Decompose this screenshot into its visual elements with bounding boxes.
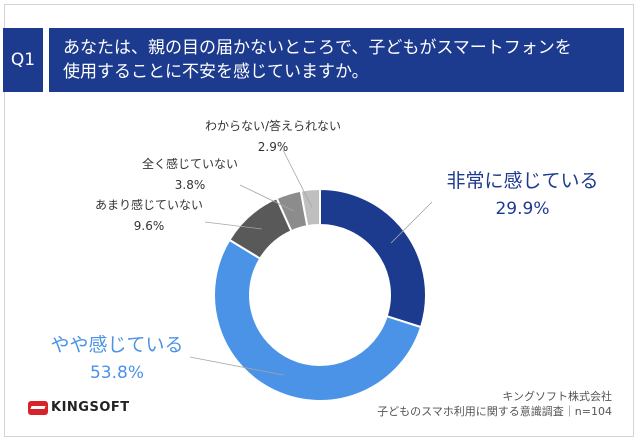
question-line-1: あなたは、親の目の届かないところで、子どもがスマートフォンを [63, 38, 572, 58]
footer-survey: 子どものスマホ利用に関する意識調査｜n=104 [377, 405, 612, 418]
question-line-2: 使用することに不安を感じていますか。 [63, 62, 369, 82]
slice-label-unknown: わからない/答えられない 2.9% [198, 117, 348, 154]
slice-name-somewhat: やや感じている [50, 334, 184, 356]
slice-name-very: 非常に感じている [446, 170, 599, 192]
question-title: あなたは、親の目の届かないところで、子どもがスマートフォンを 使用することに不安… [49, 28, 624, 92]
donut-slice-unknown [299, 187, 321, 228]
footer-credit: キングソフト株式会社 子どものスマホ利用に関する意識調査｜n=104 [377, 389, 612, 419]
slice-label-very: 非常に感じている 29.9% [440, 166, 605, 219]
slice-label-notmuch: あまり感じていない 9.6% [84, 196, 214, 233]
slice-pct-notmuch: 9.6% [133, 219, 165, 233]
slice-label-somewhat: やや感じている 53.8% [42, 330, 192, 383]
leader-line-unknown [282, 149, 313, 208]
slice-name-notatall: 全く感じていない [141, 157, 238, 171]
leader-line-notmuch [204, 221, 262, 230]
slice-pct-notatall: 3.8% [174, 178, 206, 192]
slice-pct-somewhat: 53.8% [89, 363, 144, 383]
footer-company: キングソフト株式会社 [502, 390, 612, 403]
question-badge: Q1 [3, 28, 43, 92]
slice-pct-very: 29.9% [495, 199, 550, 219]
leader-line-notatall [239, 184, 295, 212]
slice-label-notatall: 全く感じていない 3.8% [130, 155, 250, 192]
slice-name-notmuch: あまり感じていない [94, 198, 203, 212]
donut-slice-somewhat [213, 238, 423, 402]
slice-pct-unknown: 2.9% [257, 140, 289, 154]
kingsoft-logo-icon [28, 400, 48, 415]
leader-line-somewhat [189, 356, 284, 376]
kingsoft-logo-text: KINGSOFT [51, 400, 130, 415]
kingsoft-logo: KINGSOFT [28, 400, 130, 415]
leader-line-very [390, 201, 433, 244]
slice-name-unknown: わからない/答えられない [204, 119, 342, 133]
donut-slice-very [319, 187, 427, 329]
